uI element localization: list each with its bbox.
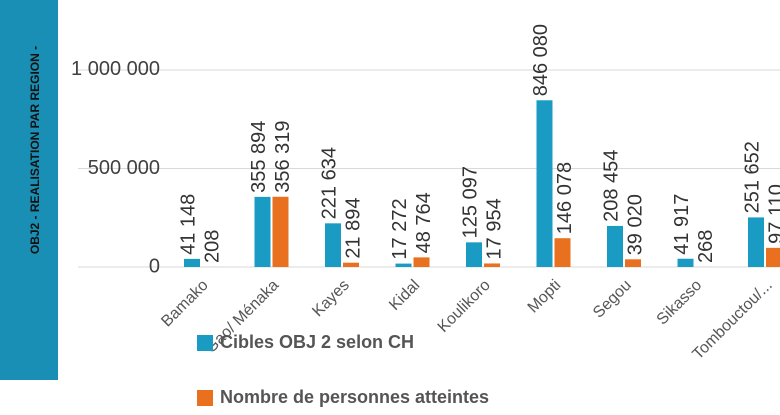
value-label: 268 <box>695 230 717 263</box>
value-label: 17 272 <box>389 198 411 259</box>
bar <box>554 238 571 267</box>
side-title: OBJ2 - REALISATION PAR REGION - <box>28 46 42 254</box>
bar <box>184 258 200 267</box>
bar <box>395 263 412 267</box>
value-label: 41 917 <box>671 194 693 255</box>
y-tick-label: 1 000 000 <box>71 58 160 80</box>
value-label: 208 <box>201 230 223 263</box>
value-label: 251 652 <box>741 141 763 213</box>
bar <box>625 259 641 267</box>
y-tick-label: 500 000 <box>88 157 160 179</box>
bar <box>484 263 500 267</box>
bar <box>607 225 623 267</box>
value-label: 208 454 <box>600 150 622 222</box>
value-label: 39 020 <box>624 194 646 255</box>
bar <box>466 242 482 267</box>
bar <box>677 258 694 267</box>
x-tick-label: Bamako <box>158 277 212 331</box>
legend-label: Nombre de personnes atteintes <box>220 387 489 407</box>
value-label: 21 894 <box>342 198 364 259</box>
x-tick-label: Kidal <box>386 277 423 314</box>
value-label: 41 148 <box>177 194 199 255</box>
bar <box>254 196 271 267</box>
legend-swatch <box>197 390 213 406</box>
bar <box>536 100 553 268</box>
bar <box>272 196 289 267</box>
x-tick-label: Sikasso <box>654 277 706 329</box>
value-label: 125 097 <box>459 166 481 238</box>
value-label: 356 319 <box>272 120 294 192</box>
value-label: 97 110 <box>765 184 780 244</box>
side-band <box>0 0 58 380</box>
legend-swatch <box>197 335 213 351</box>
bar <box>325 223 341 267</box>
value-label: 146 078 <box>554 162 576 234</box>
value-label: 221 634 <box>318 147 340 219</box>
bar <box>766 247 780 267</box>
x-tick-label: Kayes <box>309 277 352 320</box>
y-tick-label: 0 <box>149 255 160 277</box>
bar <box>413 257 430 267</box>
value-label: 48 764 <box>413 192 435 253</box>
x-tick-label: Segou <box>590 277 635 322</box>
value-label: 17 954 <box>483 198 505 259</box>
x-tick-label: Koulikoro <box>435 277 494 336</box>
value-label: 355 894 <box>248 121 270 193</box>
bar <box>748 217 764 267</box>
value-label: 846 080 <box>530 24 552 96</box>
x-tick-label: Mopti <box>525 277 565 317</box>
bar <box>343 262 359 267</box>
legend-label: Cibles OBJ 2 selon CH <box>220 332 414 352</box>
